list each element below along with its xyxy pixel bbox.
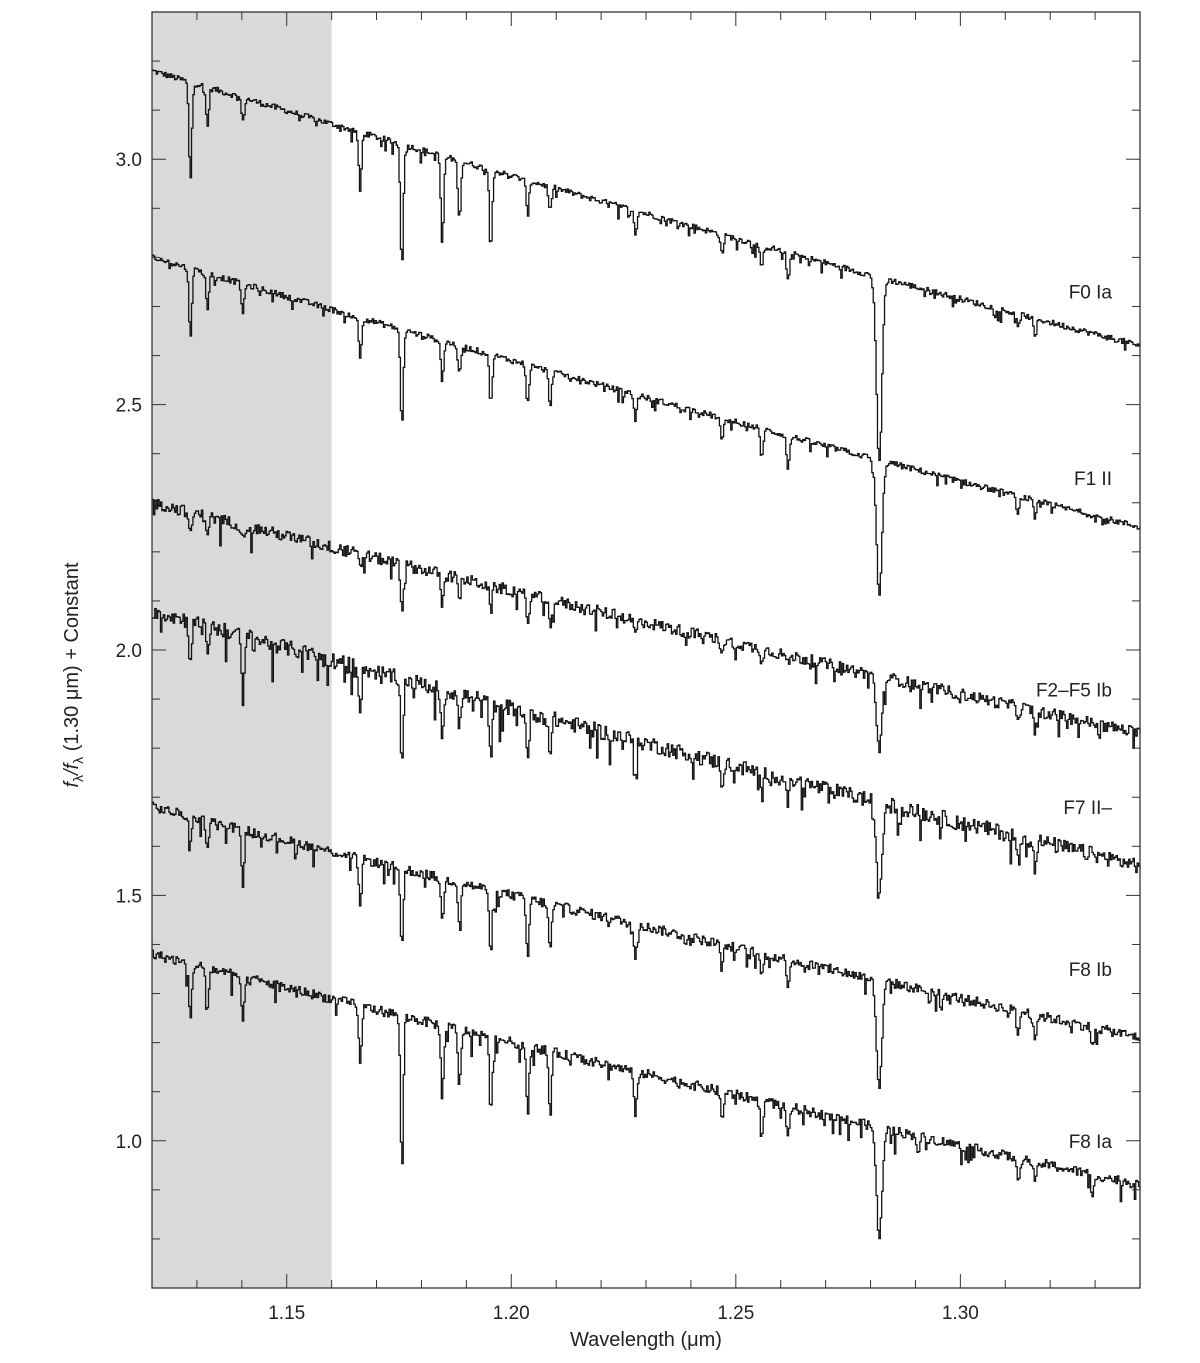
series-label: F7 II–	[1063, 798, 1112, 819]
y-tick-label: 2.5	[116, 396, 142, 417]
x-axis-title: Wavelength (μm)	[570, 1329, 722, 1351]
y-axis-title: fλ/fλ (1.30 μm) + Constant	[61, 562, 86, 788]
x-tick-label: 1.15	[268, 1303, 305, 1324]
spectrum-line	[152, 608, 1141, 899]
series-label: F2–F5 Ib	[1036, 680, 1112, 701]
y-tick-label: 3.0	[116, 150, 142, 171]
y-tick-label: 2.0	[116, 641, 142, 662]
series-label: F8 Ib	[1069, 960, 1112, 981]
series-label: F1 II	[1074, 469, 1112, 490]
spectrum-line	[152, 254, 1141, 596]
spectrum-line	[152, 801, 1141, 1089]
series-group	[152, 69, 1141, 1240]
series-label-group: F0 Ia F1 II F2–F5 Ib F7 II– F8 Ib F8 Ia	[1036, 283, 1112, 1153]
x-tick-label: 1.20	[493, 1303, 530, 1324]
y-tick-label: 1.5	[116, 886, 142, 907]
spectrum-line	[152, 498, 1141, 754]
spectrum-line	[152, 69, 1141, 462]
x-tick-label: 1.30	[942, 1303, 979, 1324]
spectrum-line	[152, 949, 1141, 1240]
tick-group: 1.15 1.20 1.25 1.30 1.0 1.5 2.0 2.5 3.0	[116, 11, 1141, 1324]
shaded-region	[152, 12, 332, 1288]
y-tick-label: 1.0	[116, 1132, 142, 1153]
series-label: F8 Ia	[1069, 1132, 1113, 1153]
series-label: F0 Ia	[1069, 283, 1113, 304]
x-tick-label: 1.25	[717, 1303, 754, 1324]
